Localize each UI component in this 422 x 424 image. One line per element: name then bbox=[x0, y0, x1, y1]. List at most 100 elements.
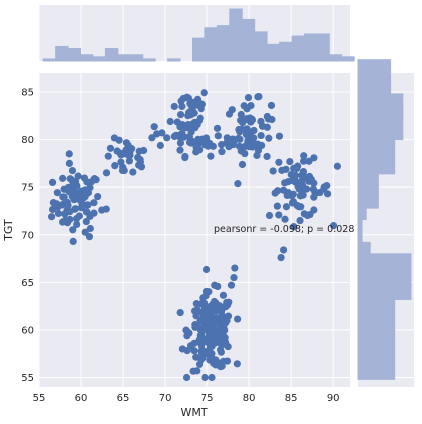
scatter-point bbox=[282, 203, 291, 211]
scatter-point bbox=[281, 215, 289, 223]
scatter-point bbox=[289, 198, 297, 206]
scatter-point bbox=[195, 336, 203, 344]
scatter-point bbox=[229, 141, 238, 149]
x-hist-bar bbox=[341, 56, 355, 62]
scatter-point bbox=[219, 291, 228, 299]
scatter-point bbox=[312, 189, 320, 197]
x-tick-label: 90 bbox=[327, 393, 340, 404]
scatter-point bbox=[279, 246, 288, 254]
scatter-point bbox=[129, 168, 137, 176]
x-tick-label: 65 bbox=[117, 393, 130, 404]
scatter-point bbox=[299, 175, 307, 183]
scatter-point bbox=[135, 147, 143, 155]
scatter-point bbox=[111, 162, 119, 170]
scatter-point bbox=[178, 102, 186, 111]
scatter-point bbox=[54, 209, 63, 218]
y-hist-bar bbox=[357, 321, 396, 335]
y-hist-bar bbox=[357, 127, 404, 141]
scatter-point bbox=[153, 130, 161, 138]
scatter-point bbox=[305, 157, 313, 165]
scatter-point bbox=[207, 319, 215, 328]
x-tick-label: 85 bbox=[285, 393, 298, 404]
y-hist-bar bbox=[357, 150, 396, 163]
scatter-point bbox=[59, 200, 68, 208]
scatter-point bbox=[102, 169, 111, 177]
scatter-point bbox=[300, 157, 308, 165]
scatter-point bbox=[59, 193, 67, 201]
scatter-point bbox=[299, 168, 308, 176]
scatter-point bbox=[305, 172, 314, 181]
scatter-point bbox=[214, 132, 222, 140]
y-hist-bar bbox=[357, 116, 404, 129]
x-hist-bar bbox=[328, 54, 343, 62]
scatter-point bbox=[66, 208, 74, 216]
scatter-point bbox=[241, 149, 249, 158]
scatter-point bbox=[214, 282, 222, 290]
y-hist-bar bbox=[357, 253, 412, 266]
scatter-point bbox=[246, 114, 254, 122]
scatter-point bbox=[310, 206, 318, 214]
scatter-point bbox=[81, 186, 89, 194]
scatter-point bbox=[64, 185, 72, 193]
x-tick-label: 60 bbox=[75, 393, 88, 404]
scatter-point bbox=[217, 348, 225, 356]
scatter-point bbox=[187, 111, 195, 119]
scatter-point bbox=[166, 117, 174, 126]
x-tick-label: 80 bbox=[243, 393, 256, 404]
scatter-point bbox=[176, 110, 185, 119]
y-tick-label: 70 bbox=[21, 230, 34, 241]
x-hist-bar bbox=[117, 54, 131, 62]
x-hist-bar bbox=[55, 45, 69, 62]
scatter-point bbox=[290, 164, 298, 172]
y-tick-label: 85 bbox=[21, 88, 34, 99]
scatter-point bbox=[48, 213, 56, 221]
y-hist-bar bbox=[357, 264, 412, 278]
x-hist-bar bbox=[216, 25, 231, 62]
x-tick-label: 55 bbox=[33, 393, 46, 404]
y-hist-bar bbox=[357, 219, 363, 232]
scatter-point bbox=[117, 151, 125, 159]
scatter-point bbox=[183, 332, 191, 340]
scatter-point bbox=[277, 253, 285, 262]
scatter-point bbox=[323, 181, 331, 190]
scatter-point bbox=[269, 167, 277, 175]
scatter-point bbox=[81, 228, 89, 236]
y-hist-bar bbox=[357, 310, 396, 323]
scatter-point bbox=[323, 190, 332, 198]
scatter-point bbox=[244, 93, 253, 102]
x-hist-bar bbox=[229, 8, 243, 62]
x-hist-bar bbox=[104, 48, 119, 62]
scatter-point bbox=[234, 315, 242, 323]
x-hist-bar bbox=[291, 35, 305, 62]
scatter-point bbox=[195, 360, 204, 368]
scatter-point bbox=[134, 153, 142, 162]
scatter-point bbox=[273, 202, 281, 210]
y-hist-bar bbox=[357, 276, 412, 289]
scatter-point bbox=[75, 189, 83, 197]
scatter-point bbox=[176, 308, 184, 317]
scatter-point bbox=[202, 265, 211, 274]
scatter-point bbox=[191, 124, 199, 132]
scatter-point bbox=[83, 178, 91, 186]
scatter-point bbox=[275, 211, 283, 219]
scatter-point bbox=[210, 336, 219, 344]
y-hist-bar bbox=[357, 104, 404, 118]
scatter-point bbox=[230, 273, 238, 282]
x-hist-bar bbox=[67, 48, 82, 62]
scatter-point bbox=[126, 151, 134, 159]
scatter-point bbox=[202, 287, 211, 296]
scatter-point bbox=[237, 110, 245, 119]
scatter-point bbox=[71, 205, 80, 213]
scatter-point bbox=[233, 360, 241, 368]
scatter-point bbox=[196, 114, 204, 122]
scatter-point bbox=[181, 153, 189, 162]
scatter-point bbox=[220, 340, 228, 348]
top-histogram bbox=[42, 8, 355, 62]
scatter-point bbox=[263, 123, 271, 131]
x-hist-bar bbox=[191, 37, 206, 62]
scatter-point bbox=[69, 237, 77, 246]
scatter-point bbox=[229, 135, 237, 143]
scatter-point bbox=[187, 342, 195, 350]
scatter-point bbox=[53, 189, 61, 197]
scatter-point bbox=[192, 300, 200, 308]
